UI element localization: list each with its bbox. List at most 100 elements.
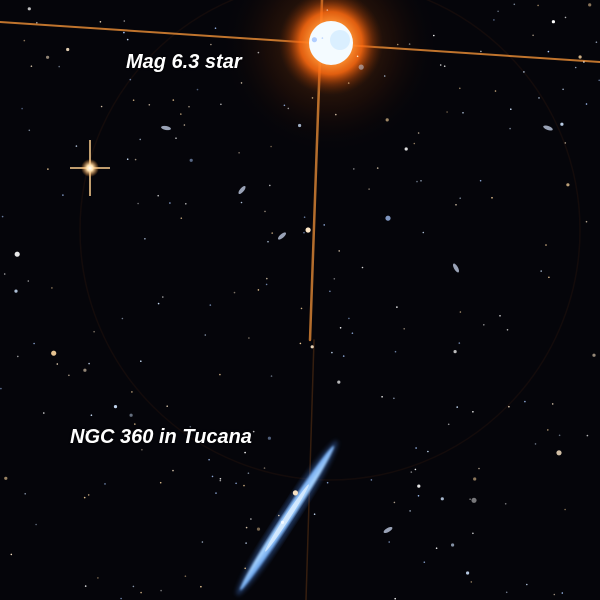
background-star [370, 479, 373, 481]
background-star [310, 345, 314, 349]
background-star [443, 65, 446, 67]
background-star [396, 43, 399, 46]
background-star [353, 168, 355, 170]
background-star [526, 583, 528, 586]
background-star [14, 251, 20, 257]
background-star [120, 597, 122, 600]
background-star [547, 429, 549, 431]
background-star [271, 232, 274, 234]
background-star [564, 16, 567, 19]
background-star [166, 405, 168, 408]
background-star [471, 497, 477, 503]
background-star [381, 396, 383, 398]
background-star [210, 43, 212, 46]
background-star [244, 567, 246, 570]
background-star [189, 425, 192, 428]
background-star [0, 387, 2, 390]
background-star [86, 430, 88, 433]
background-star [160, 589, 162, 592]
background-star [508, 405, 510, 408]
background-star [396, 306, 398, 308]
background-star [280, 520, 285, 525]
background-star [493, 19, 495, 21]
background-galaxy [238, 185, 246, 195]
background-star [420, 180, 422, 182]
background-star [238, 152, 240, 154]
background-star [129, 78, 132, 81]
background-star [172, 469, 174, 472]
background-star [175, 137, 177, 139]
background-star [278, 514, 280, 517]
background-star [188, 105, 190, 108]
background-star [427, 450, 429, 453]
background-star [139, 138, 141, 141]
background-star [23, 39, 26, 42]
background-star [14, 289, 18, 293]
background-star [10, 553, 13, 556]
background-star [140, 360, 142, 363]
background-star [27, 280, 30, 282]
background-star [134, 423, 136, 425]
background-star [56, 363, 59, 365]
background-star [417, 132, 420, 134]
background-star [439, 64, 442, 66]
background-star [537, 4, 539, 7]
background-star [553, 593, 556, 596]
background-star [446, 111, 448, 113]
background-star [126, 38, 129, 41]
background-star [556, 450, 562, 456]
background-star [132, 585, 135, 588]
background-star [200, 585, 202, 588]
background-star [564, 142, 567, 144]
background-star [331, 351, 333, 354]
background-star [561, 592, 564, 594]
background-star [244, 451, 246, 454]
background-star [233, 291, 236, 294]
background-star [299, 342, 302, 345]
background-star [416, 180, 418, 183]
background-star [311, 97, 314, 99]
background-star [298, 123, 302, 128]
background-star [592, 353, 596, 357]
background-star [509, 127, 511, 130]
background-star [83, 368, 87, 372]
background-star [159, 481, 162, 484]
background-star [329, 290, 331, 293]
background-star [243, 484, 245, 487]
background-star [494, 90, 497, 92]
background-star [534, 443, 537, 445]
background-star [75, 145, 78, 147]
background-star [394, 597, 397, 600]
background-star [220, 103, 222, 106]
background-star [321, 37, 324, 39]
background-star [283, 104, 286, 107]
background-star [33, 342, 35, 345]
background-star [211, 475, 214, 478]
background-star [338, 250, 341, 252]
background-star [140, 591, 142, 594]
background-star [583, 61, 585, 63]
background-star [267, 436, 271, 440]
background-star [240, 201, 243, 204]
background-star [383, 75, 386, 77]
bright-star-blue [330, 30, 350, 50]
background-star [58, 65, 60, 68]
background-star [473, 477, 477, 481]
background-star [337, 380, 341, 384]
background-star [510, 108, 512, 110]
background-star [269, 184, 271, 187]
background-star [97, 577, 99, 579]
background-star [100, 105, 103, 108]
background-star [144, 238, 146, 240]
galaxy-ngc-360 [236, 440, 338, 596]
background-star [137, 202, 139, 205]
background-star [523, 71, 525, 73]
background-star [88, 362, 90, 365]
background-star [435, 547, 438, 549]
background-star [98, 430, 100, 432]
background-star [459, 311, 462, 313]
background-star [466, 571, 470, 575]
background-star [303, 216, 306, 218]
background-star [248, 337, 250, 339]
